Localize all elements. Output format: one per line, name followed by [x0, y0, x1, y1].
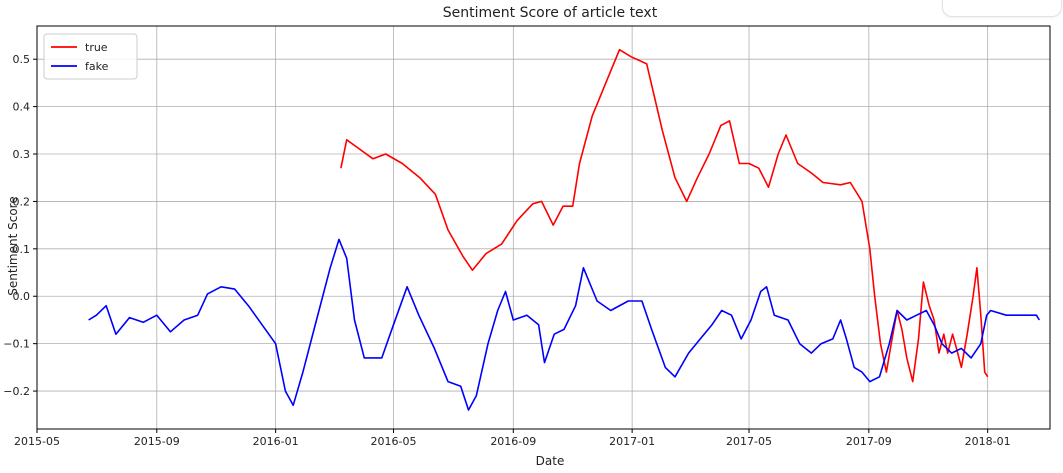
plot-area — [36, 25, 1051, 430]
grid — [36, 26, 1050, 429]
x-tick-label: 2015-05 — [14, 435, 60, 448]
x-tick-label: 2015-09 — [134, 435, 180, 448]
y-tick-label: 0.1 — [13, 243, 31, 256]
x-tick-label: 2016-05 — [371, 435, 417, 448]
series-layer — [88, 48, 1040, 411]
corner-tab — [942, 0, 1062, 17]
axis-ticks: 2015-05 2015-09 2016-01 2016-05 2016-09 2017-… — [3, 53, 1010, 448]
legend-label-fake: fake — [85, 60, 109, 73]
y-axis-label: Sentiment Score — [6, 196, 20, 295]
x-axis-label: Date — [536, 454, 565, 468]
y-tick-label: 0.0 — [13, 290, 31, 303]
chart-title: Sentiment Score of article text — [443, 5, 658, 21]
x-tick-label: 2016-09 — [490, 435, 536, 448]
y-tick-label: −0.2 — [3, 385, 30, 398]
y-tick-label: 0.3 — [13, 148, 31, 161]
x-tick-label: 2017-05 — [726, 435, 772, 448]
y-tick-label: 0.4 — [13, 101, 31, 114]
x-tick-label: 2017-09 — [846, 435, 892, 448]
legend: true fake — [43, 33, 138, 80]
series-line-true — [340, 48, 989, 383]
y-tick-label: 0.2 — [13, 195, 31, 208]
x-tick-label: 2016-01 — [253, 435, 299, 448]
series-line-fake — [88, 238, 1040, 411]
legend-box — [43, 33, 138, 80]
legend-label-true: true — [85, 41, 108, 54]
y-tick-label: 0.5 — [13, 53, 31, 66]
x-tick-label: 2018-01 — [965, 435, 1011, 448]
y-tick-label: −0.1 — [3, 338, 30, 351]
x-tick-label: 2017-01 — [609, 435, 655, 448]
